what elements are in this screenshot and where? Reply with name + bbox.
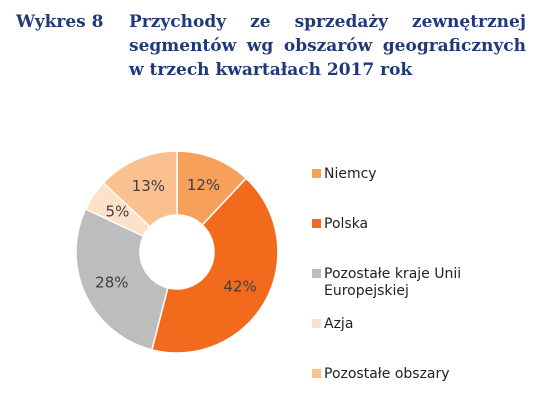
- legend-item-pozostale-obszary: Pozostałe obszary: [312, 366, 464, 383]
- slice-label-pozostale-kraje-unii-europejskiej: 28%: [95, 274, 128, 292]
- slice-polska: [150, 177, 279, 354]
- legend-swatch-azja: [312, 319, 321, 328]
- slice-pozostale-obszary: [102, 150, 178, 228]
- chart-title-line-2: segmentów wg obszarów geograficznych: [129, 36, 526, 56]
- chart-title-line-3: w trzech kwartałach 2017 rok: [129, 60, 413, 80]
- slice-label-pozostale-obszary: 13%: [132, 177, 165, 195]
- legend-label-pozostale-kraje-ue: Pozostałe kraje Unii Europejskiej: [324, 266, 462, 299]
- slice-label-azja: 5%: [106, 203, 130, 221]
- donut-slices: [75, 150, 279, 354]
- slice-label-polska: 42%: [223, 278, 256, 296]
- legend-label-azja: Azja: [324, 316, 354, 332]
- donut-slice-labels: 12% 42% 28% 5%13%: [95, 176, 257, 296]
- chart-title-line-1: Przychody ze sprzedaży zewnętrznej: [129, 12, 526, 32]
- slice-label-niemcy: 12%: [187, 176, 220, 194]
- figure-number: Wykres 8: [16, 12, 104, 32]
- legend-label-niemcy: Niemcy: [324, 166, 377, 182]
- legend-swatch-niemcy: [312, 169, 321, 178]
- legend-item-azja: Azja: [312, 316, 464, 333]
- legend-label-pozostale-obszary: Pozostałe obszary: [324, 366, 450, 382]
- legend-item-pozostale-kraje-ue: Pozostałe kraje Unii Europejskiej: [312, 266, 464, 300]
- legend-swatch-pozostale-kraje-ue: [312, 269, 321, 278]
- legend-item-polska: Polska: [312, 216, 464, 233]
- legend-item-niemcy: Niemcy: [312, 166, 464, 183]
- legend-swatch-pozostale-obszary: [312, 369, 321, 378]
- chart-title: Przychody ze sprzedaży zewnętrznej segme…: [129, 10, 526, 82]
- slice-pozostale-kraje-unii-europejskiej: [75, 207, 169, 351]
- legend-label-polska: Polska: [324, 216, 369, 232]
- legend-swatch-polska: [312, 219, 321, 228]
